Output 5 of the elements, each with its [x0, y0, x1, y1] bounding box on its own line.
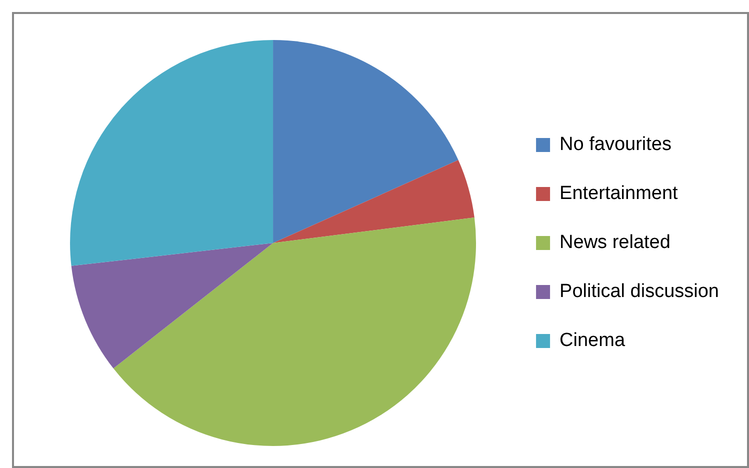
legend-label: No favourites	[560, 134, 672, 156]
legend-label: Entertainment	[560, 183, 679, 204]
legend-label: Cinema	[560, 330, 626, 352]
legend-label: News related	[560, 232, 670, 254]
legend-label: Political discussion	[560, 281, 720, 302]
